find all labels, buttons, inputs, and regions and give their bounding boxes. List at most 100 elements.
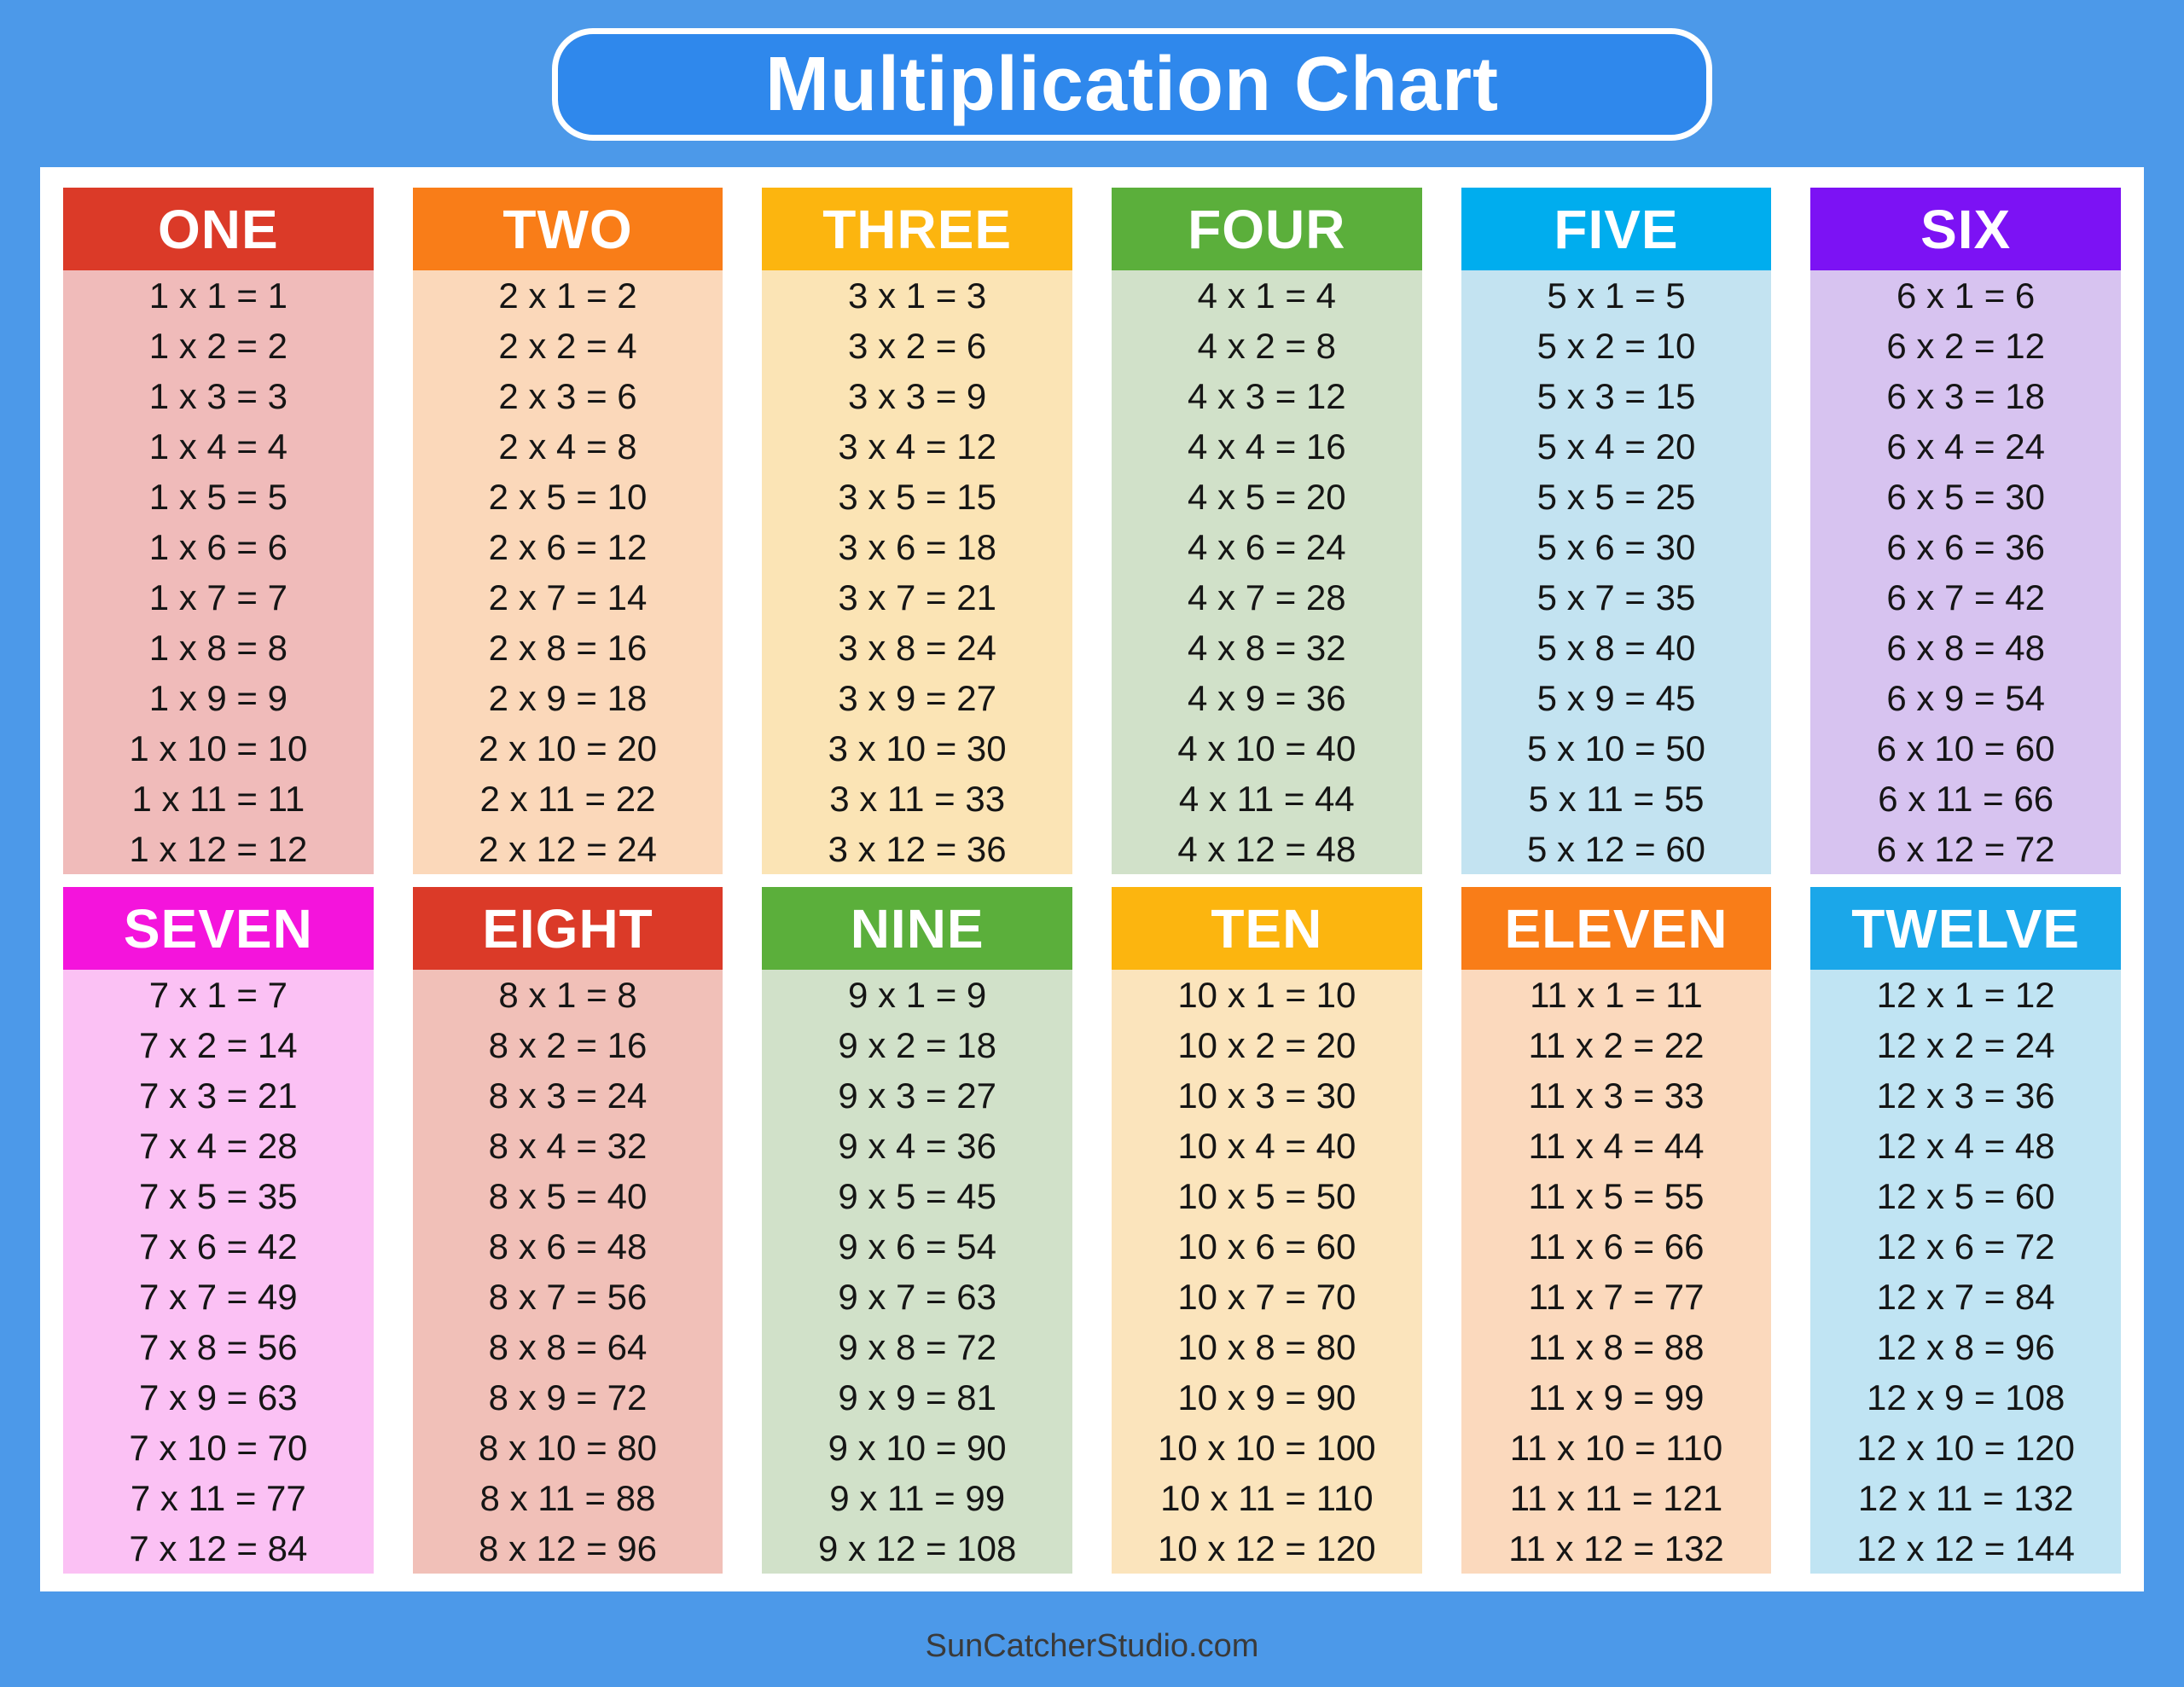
table-row: 7 x 6 = 42 xyxy=(139,1226,298,1267)
table-row: 7 x 9 = 63 xyxy=(139,1377,298,1417)
table-row: 3 x 7 = 21 xyxy=(838,577,996,617)
table-row: 7 x 3 = 21 xyxy=(139,1075,298,1116)
table-row: 11 x 4 = 44 xyxy=(1528,1125,1705,1166)
table-row: 4 x 3 = 12 xyxy=(1188,375,1346,416)
table-row: 2 x 8 = 16 xyxy=(488,627,648,668)
table-row: 4 x 7 = 28 xyxy=(1188,577,1346,617)
table-row: 5 x 2 = 10 xyxy=(1536,325,1696,366)
table-body: 5 x 1 = 5 5 x 2 = 10 5 x 3 = 15 5 x 4 = 20 5… xyxy=(1461,270,1772,874)
tables-grid: ONE 1 x 1 = 1 1 x 2 = 2 1 x 3 = 3 1 x 4 = 4… xyxy=(63,188,2121,1574)
table-row: 2 x 9 = 18 xyxy=(488,677,648,718)
table-row: 6 x 6 = 36 xyxy=(1886,526,2045,567)
table-row: 9 x 10 = 90 xyxy=(828,1427,1007,1468)
table-row: 9 x 6 = 54 xyxy=(838,1226,996,1267)
table-row: 2 x 2 = 4 xyxy=(498,325,637,366)
table-row: 2 x 6 = 12 xyxy=(488,526,648,567)
table-row: 8 x 11 = 88 xyxy=(479,1477,656,1518)
table-row: 12 x 5 = 60 xyxy=(1876,1175,2055,1216)
table-row: 7 x 2 = 14 xyxy=(139,1024,298,1065)
table-row: 2 x 3 = 6 xyxy=(498,375,637,416)
table-row: 7 x 11 = 77 xyxy=(130,1477,306,1518)
table-row: 8 x 6 = 48 xyxy=(488,1226,648,1267)
table-row: 3 x 8 = 24 xyxy=(838,627,996,668)
table-row: 7 x 10 = 70 xyxy=(129,1427,308,1468)
table-row: 2 x 12 = 24 xyxy=(478,828,657,869)
table-row: 3 x 11 = 33 xyxy=(829,778,1006,819)
table-row: 7 x 7 = 49 xyxy=(139,1276,298,1317)
table-row: 8 x 3 = 24 xyxy=(488,1075,648,1116)
table-row: 6 x 3 = 18 xyxy=(1886,375,2045,416)
table-header-label: ONE xyxy=(63,188,374,270)
table-row: 3 x 6 = 18 xyxy=(838,526,996,567)
table-row: 12 x 12 = 144 xyxy=(1856,1528,2076,1568)
table-card: ELEVEN 11 x 1 = 11 11 x 2 = 22 11 x 3 = 33… xyxy=(1461,887,1772,1574)
table-row: 9 x 7 = 63 xyxy=(838,1276,996,1317)
table-body: 3 x 1 = 3 3 x 2 = 6 3 x 3 = 9 3 x 4 = 12 3 x… xyxy=(762,270,1072,874)
table-row: 1 x 4 = 4 xyxy=(148,426,288,467)
table-row: 5 x 8 = 40 xyxy=(1536,627,1696,668)
table-body: 7 x 1 = 7 7 x 2 = 14 7 x 3 = 21 7 x 4 = 28 7… xyxy=(63,970,374,1574)
table-row: 5 x 5 = 25 xyxy=(1536,476,1696,517)
table-row: 7 x 1 = 7 xyxy=(148,974,288,1015)
table-row: 9 x 11 = 99 xyxy=(829,1477,1006,1518)
table-row: 11 x 6 = 66 xyxy=(1528,1226,1705,1267)
table-row: 8 x 1 = 8 xyxy=(498,974,637,1015)
table-row: 9 x 1 = 9 xyxy=(848,974,987,1015)
page-title-box: Multiplication Chart xyxy=(552,28,1712,141)
table-row: 11 x 11 = 121 xyxy=(1509,1477,1723,1518)
page-title: Multiplication Chart xyxy=(765,41,1499,127)
table-card: SIX 6 x 1 = 6 6 x 2 = 12 6 x 3 = 18 6 x 4 =… xyxy=(1810,188,2121,874)
table-row: 3 x 2 = 6 xyxy=(848,325,987,366)
table-row: 12 x 10 = 120 xyxy=(1856,1427,2076,1468)
table-row: 3 x 9 = 27 xyxy=(838,677,996,718)
table-header-label: THREE xyxy=(762,188,1072,270)
table-header-label: FIVE xyxy=(1461,188,1772,270)
table-row: 3 x 10 = 30 xyxy=(828,728,1007,768)
table-row: 8 x 9 = 72 xyxy=(488,1377,648,1417)
table-row: 3 x 12 = 36 xyxy=(828,828,1007,869)
table-body: 11 x 1 = 11 11 x 2 = 22 11 x 3 = 33 11 x 4 … xyxy=(1461,970,1772,1574)
table-row: 5 x 1 = 5 xyxy=(1547,275,1686,316)
table-row: 5 x 11 = 55 xyxy=(1528,778,1705,819)
table-row: 1 x 1 = 1 xyxy=(148,275,288,316)
table-card: FOUR 4 x 1 = 4 4 x 2 = 8 4 x 3 = 12 4 x 4 =… xyxy=(1111,188,1422,874)
table-row: 3 x 4 = 12 xyxy=(838,426,996,467)
table-row: 8 x 4 = 32 xyxy=(488,1125,648,1166)
chart-panel: ONE 1 x 1 = 1 1 x 2 = 2 1 x 3 = 3 1 x 4 = 4… xyxy=(40,167,2144,1591)
table-row: 6 x 1 = 6 xyxy=(1896,275,2036,316)
table-row: 10 x 6 = 60 xyxy=(1177,1226,1356,1267)
table-row: 10 x 12 = 120 xyxy=(1157,1528,1376,1568)
table-row: 4 x 12 = 48 xyxy=(1177,828,1356,869)
table-row: 10 x 8 = 80 xyxy=(1177,1326,1356,1367)
table-row: 9 x 5 = 45 xyxy=(838,1175,996,1216)
table-row: 5 x 7 = 35 xyxy=(1536,577,1696,617)
table-row: 3 x 3 = 9 xyxy=(848,375,987,416)
table-card: ONE 1 x 1 = 1 1 x 2 = 2 1 x 3 = 3 1 x 4 = 4… xyxy=(63,188,374,874)
table-row: 2 x 10 = 20 xyxy=(478,728,657,768)
table-row: 4 x 9 = 36 xyxy=(1188,677,1346,718)
table-row: 6 x 2 = 12 xyxy=(1886,325,2045,366)
table-row: 4 x 8 = 32 xyxy=(1188,627,1346,668)
table-row: 12 x 3 = 36 xyxy=(1876,1075,2055,1116)
table-card: THREE 3 x 1 = 3 3 x 2 = 6 3 x 3 = 9 3 x 4 =… xyxy=(762,188,1072,874)
table-body: 1 x 1 = 1 1 x 2 = 2 1 x 3 = 3 1 x 4 = 4 1 x … xyxy=(63,270,374,874)
table-card: SEVEN 7 x 1 = 7 7 x 2 = 14 7 x 3 = 21 7 x 4… xyxy=(63,887,374,1574)
table-row: 6 x 12 = 72 xyxy=(1876,828,2055,869)
table-row: 9 x 4 = 36 xyxy=(838,1125,996,1166)
table-row: 10 x 4 = 40 xyxy=(1177,1125,1356,1166)
table-row: 7 x 5 = 35 xyxy=(139,1175,298,1216)
table-row: 8 x 2 = 16 xyxy=(488,1024,648,1065)
table-row: 6 x 10 = 60 xyxy=(1876,728,2055,768)
table-body: 8 x 1 = 8 8 x 2 = 16 8 x 3 = 24 8 x 4 = 32 8… xyxy=(412,970,723,1574)
table-row: 1 x 10 = 10 xyxy=(129,728,308,768)
table-card: TEN 10 x 1 = 10 10 x 2 = 20 10 x 3 = 30 10 … xyxy=(1111,887,1422,1574)
table-row: 12 x 8 = 96 xyxy=(1876,1326,2055,1367)
table-card: FIVE 5 x 1 = 5 5 x 2 = 10 5 x 3 = 15 5 x 4 … xyxy=(1461,188,1772,874)
table-row: 3 x 5 = 15 xyxy=(838,476,996,517)
table-header-label: EIGHT xyxy=(412,887,723,970)
table-header-label: SIX xyxy=(1810,188,2121,270)
table-row: 6 x 9 = 54 xyxy=(1886,677,2045,718)
table-row: 8 x 8 = 64 xyxy=(488,1326,648,1367)
table-row: 10 x 1 = 10 xyxy=(1177,974,1356,1015)
table-card: TWELVE 12 x 1 = 12 12 x 2 = 24 12 x 3 = 36… xyxy=(1810,887,2121,1574)
